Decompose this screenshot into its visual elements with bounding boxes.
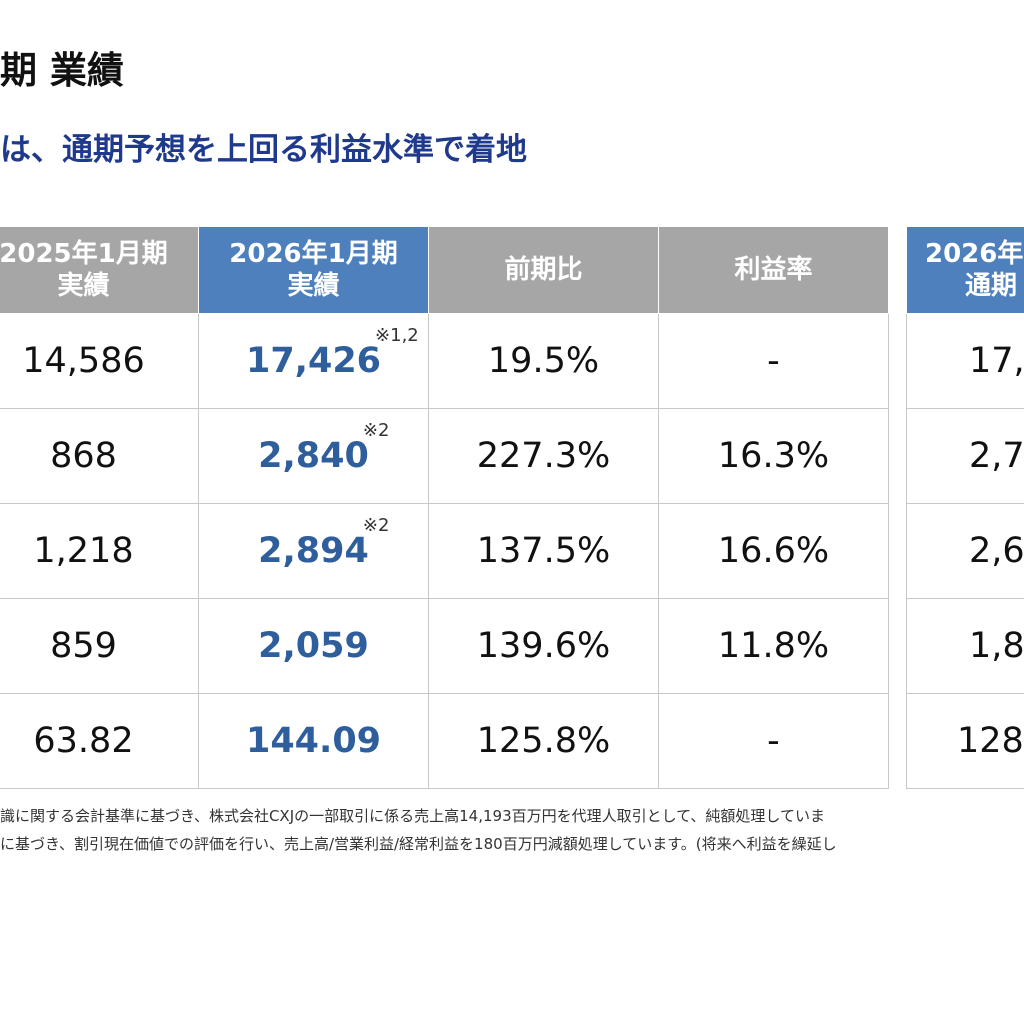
col-header-fy2025-actual: 2025年1月期 実績 bbox=[0, 226, 199, 314]
page-subtitle: は、通期予想を上回る利益水準で着地 bbox=[0, 132, 527, 168]
footnote-mark: ※2 bbox=[362, 515, 390, 536]
cell-margin: - bbox=[658, 693, 889, 789]
cell-forecast: 2,7 bbox=[906, 408, 1024, 504]
page-title: 期 業績 bbox=[0, 49, 124, 92]
table-row: 2,7 bbox=[906, 408, 1024, 504]
footnotes: 識に関する会計基準に基づき、株式会社CXJの一部取引に係る売上高14,193百万… bbox=[0, 802, 837, 858]
cell-yoy: 137.5% bbox=[428, 503, 659, 599]
col-header-margin: 利益率 bbox=[658, 226, 889, 314]
cell-prev: 859 bbox=[0, 598, 199, 694]
results-table: 2025年1月期 実績 2026年1月期 実績 前期比 利益率 14,586 1… bbox=[0, 226, 889, 789]
table-header-row: 2025年1月期 実績 2026年1月期 実績 前期比 利益率 bbox=[0, 226, 889, 314]
table-row: 63.82 144.09 125.8% - bbox=[0, 693, 889, 789]
table-row: 2,6 bbox=[906, 503, 1024, 599]
table-row: 14,586 17,426 ※1,2 19.5% - bbox=[0, 313, 889, 409]
cell-curr: 2,059 bbox=[198, 598, 429, 694]
cell-yoy: 227.3% bbox=[428, 408, 659, 504]
cell-curr: 2,840 ※2 bbox=[198, 408, 429, 504]
cell-curr: 17,426 ※1,2 bbox=[198, 313, 429, 409]
cell-margin: 16.6% bbox=[658, 503, 889, 599]
footnote-mark: ※2 bbox=[362, 420, 390, 441]
cell-forecast: 128 bbox=[906, 693, 1024, 789]
cell-margin: 11.8% bbox=[658, 598, 889, 694]
footnote-2: に基づき、割引現在価値での評価を行い、売上高/営業利益/経常利益を180百万円減… bbox=[0, 835, 837, 853]
table-row: 859 2,059 139.6% 11.8% bbox=[0, 598, 889, 694]
cell-margin: 16.3% bbox=[658, 408, 889, 504]
cell-yoy: 139.6% bbox=[428, 598, 659, 694]
cell-prev: 14,586 bbox=[0, 313, 199, 409]
cell-forecast: 1,8 bbox=[906, 598, 1024, 694]
col-header-yoy: 前期比 bbox=[428, 226, 659, 314]
cell-forecast: 2,6 bbox=[906, 503, 1024, 599]
table-row: 868 2,840 ※2 227.3% 16.3% bbox=[0, 408, 889, 504]
forecast-table: 2026年 通期 17,5 2,7 2,6 1,8 128 bbox=[906, 226, 1024, 789]
cell-forecast: 17,5 bbox=[906, 313, 1024, 409]
footnote-1: 識に関する会計基準に基づき、株式会社CXJの一部取引に係る売上高14,193百万… bbox=[0, 807, 825, 825]
table-row: 128 bbox=[906, 693, 1024, 789]
cell-prev: 868 bbox=[0, 408, 199, 504]
cell-prev: 63.82 bbox=[0, 693, 199, 789]
col-header-fy2026-forecast: 2026年 通期 bbox=[906, 226, 1024, 314]
table-row: 1,8 bbox=[906, 598, 1024, 694]
footnote-mark: ※1,2 bbox=[375, 325, 419, 346]
cell-margin: - bbox=[658, 313, 889, 409]
cell-prev: 1,218 bbox=[0, 503, 199, 599]
table-row: 17,5 bbox=[906, 313, 1024, 409]
forecast-header-row: 2026年 通期 bbox=[906, 226, 1024, 314]
table-row: 1,218 2,894 ※2 137.5% 16.6% bbox=[0, 503, 889, 599]
cell-curr: 144.09 bbox=[198, 693, 429, 789]
cell-curr: 2,894 ※2 bbox=[198, 503, 429, 599]
cell-yoy: 125.8% bbox=[428, 693, 659, 789]
col-header-fy2026-actual: 2026年1月期 実績 bbox=[198, 226, 429, 314]
cell-yoy: 19.5% bbox=[428, 313, 659, 409]
